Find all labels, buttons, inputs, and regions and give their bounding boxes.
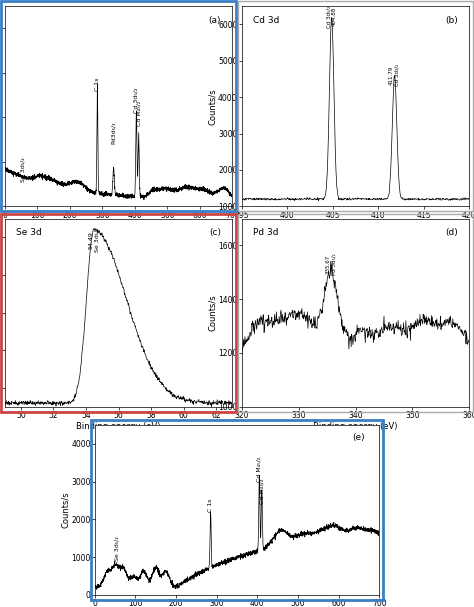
Text: Cd M₄₅/₂: Cd M₄₅/₂ bbox=[137, 101, 142, 126]
Text: (d): (d) bbox=[445, 228, 458, 237]
Y-axis label: Counts/s: Counts/s bbox=[208, 294, 217, 331]
Text: Cd M₄₃/₂: Cd M₄₃/₂ bbox=[259, 479, 264, 504]
Text: C 1s: C 1s bbox=[208, 498, 213, 512]
Text: (b): (b) bbox=[445, 16, 458, 25]
Text: 411.79
Cd 3d₃/₂: 411.79 Cd 3d₃/₂ bbox=[389, 64, 400, 86]
Text: Se 3d₅/₂: Se 3d₅/₂ bbox=[115, 536, 119, 561]
Text: (e): (e) bbox=[352, 433, 365, 443]
X-axis label: Binding energy (eV): Binding energy (eV) bbox=[76, 422, 161, 431]
Text: 54.49
Se 3d₅/₂: 54.49 Se 3d₅/₂ bbox=[89, 228, 100, 253]
Y-axis label: Counts/s: Counts/s bbox=[61, 492, 70, 528]
X-axis label: Binding energy (eV): Binding energy (eV) bbox=[76, 222, 161, 231]
Text: Cd 3d₅/₂
404.88: Cd 3d₅/₂ 404.88 bbox=[326, 5, 337, 28]
X-axis label: Binding energy (eV): Binding energy (eV) bbox=[313, 222, 398, 231]
Text: Pd 3d: Pd 3d bbox=[253, 228, 279, 237]
Text: C 1s: C 1s bbox=[95, 77, 100, 90]
Text: (c): (c) bbox=[209, 228, 221, 237]
Text: (a): (a) bbox=[209, 16, 221, 25]
Text: Cd 3d₅/₂: Cd 3d₅/₂ bbox=[134, 87, 139, 113]
Y-axis label: Counts/s: Counts/s bbox=[208, 88, 217, 124]
Text: Se 3d₅/₂: Se 3d₅/₂ bbox=[20, 157, 25, 182]
Text: Cd 3d: Cd 3d bbox=[253, 16, 280, 25]
Text: Se 3d: Se 3d bbox=[16, 228, 42, 237]
Text: Cd M₄₅/₂: Cd M₄₅/₂ bbox=[256, 456, 261, 481]
X-axis label: Binding energy (eV): Binding energy (eV) bbox=[313, 422, 398, 431]
Text: 335.67
Pd 3d₅/₂: 335.67 Pd 3d₅/₂ bbox=[326, 253, 336, 275]
Text: Pd3d₅/₂: Pd3d₅/₂ bbox=[111, 121, 116, 144]
